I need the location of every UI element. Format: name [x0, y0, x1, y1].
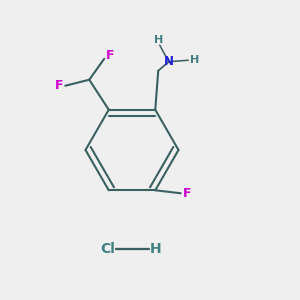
Text: F: F [55, 79, 64, 92]
Text: F: F [182, 187, 191, 200]
Text: H: H [154, 35, 163, 45]
Text: H: H [190, 55, 199, 65]
Text: N: N [164, 55, 174, 68]
Text: F: F [105, 49, 114, 62]
Text: H: H [150, 242, 162, 256]
Text: Cl: Cl [100, 242, 116, 256]
